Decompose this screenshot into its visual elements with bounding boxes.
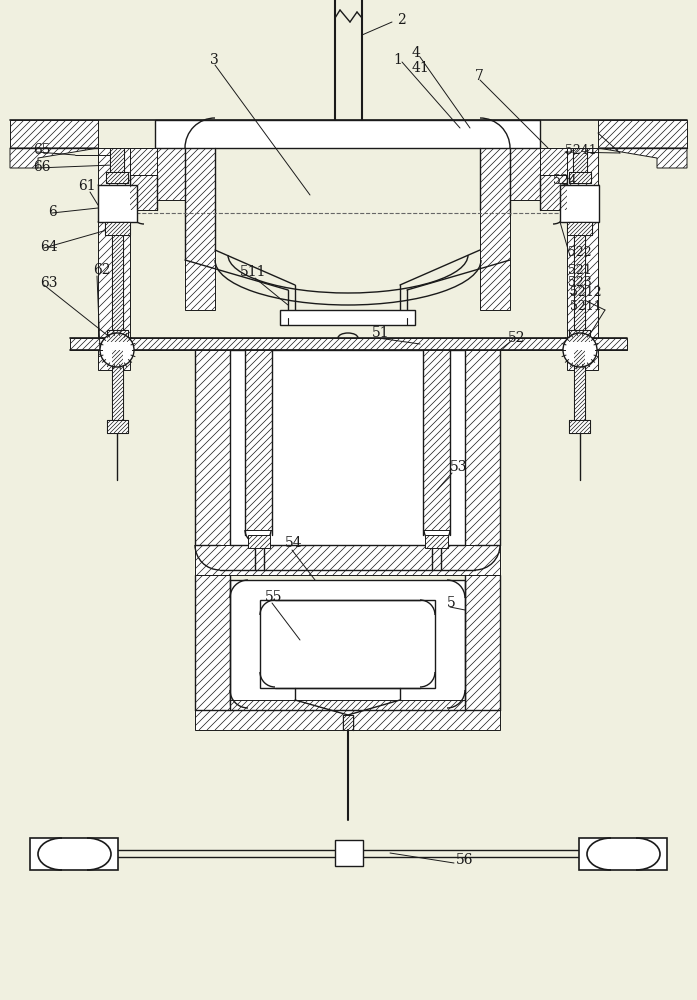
Polygon shape — [335, 840, 363, 866]
Text: 61: 61 — [78, 179, 95, 193]
Polygon shape — [540, 175, 567, 210]
Polygon shape — [112, 350, 123, 420]
Text: 521: 521 — [568, 263, 592, 276]
Polygon shape — [10, 148, 98, 168]
Polygon shape — [465, 350, 500, 545]
Polygon shape — [567, 222, 592, 235]
Polygon shape — [598, 120, 687, 148]
Polygon shape — [465, 575, 500, 710]
Polygon shape — [155, 120, 540, 148]
Polygon shape — [574, 350, 585, 420]
Polygon shape — [480, 148, 510, 310]
Polygon shape — [567, 148, 598, 370]
Text: 522: 522 — [568, 246, 592, 259]
Polygon shape — [230, 350, 465, 545]
Polygon shape — [569, 172, 591, 183]
Text: 511: 511 — [240, 265, 266, 279]
Polygon shape — [107, 420, 128, 433]
Text: 6: 6 — [48, 205, 56, 219]
Text: 5211: 5211 — [570, 300, 602, 314]
Polygon shape — [105, 222, 130, 235]
Text: 7: 7 — [475, 69, 484, 83]
Polygon shape — [98, 185, 137, 222]
Text: 41: 41 — [412, 61, 430, 75]
Text: 5212: 5212 — [570, 286, 602, 300]
Polygon shape — [573, 148, 587, 172]
Polygon shape — [107, 420, 128, 433]
Polygon shape — [560, 185, 599, 222]
Circle shape — [100, 333, 134, 367]
Polygon shape — [569, 420, 590, 433]
Text: 56: 56 — [456, 853, 473, 867]
Text: 55: 55 — [265, 590, 282, 604]
Polygon shape — [230, 580, 465, 705]
Text: 53: 53 — [450, 460, 468, 474]
Polygon shape — [195, 710, 500, 730]
Polygon shape — [579, 838, 667, 870]
Polygon shape — [112, 235, 123, 330]
Polygon shape — [155, 120, 185, 200]
Polygon shape — [195, 350, 230, 545]
Text: 5: 5 — [447, 596, 456, 610]
Polygon shape — [10, 120, 98, 148]
Text: 54: 54 — [285, 536, 302, 550]
Text: 1: 1 — [393, 53, 402, 67]
Polygon shape — [569, 330, 590, 342]
Polygon shape — [70, 338, 627, 350]
Polygon shape — [569, 420, 590, 433]
Text: 52: 52 — [508, 331, 526, 345]
Polygon shape — [106, 172, 128, 183]
Text: 5241: 5241 — [565, 143, 597, 156]
Polygon shape — [230, 700, 465, 710]
Polygon shape — [574, 235, 585, 330]
Polygon shape — [245, 350, 272, 530]
Text: 3: 3 — [210, 53, 219, 67]
Polygon shape — [343, 715, 353, 730]
Polygon shape — [130, 148, 157, 175]
Polygon shape — [30, 838, 118, 870]
Text: 2: 2 — [397, 13, 406, 27]
Polygon shape — [107, 330, 128, 342]
Polygon shape — [248, 535, 270, 548]
Polygon shape — [185, 148, 215, 310]
Polygon shape — [569, 330, 590, 342]
Polygon shape — [260, 600, 435, 688]
Circle shape — [563, 333, 597, 367]
Text: 523: 523 — [568, 276, 592, 290]
Polygon shape — [130, 175, 157, 210]
Polygon shape — [567, 222, 592, 235]
Polygon shape — [98, 148, 130, 370]
Polygon shape — [280, 310, 415, 325]
Text: 63: 63 — [40, 276, 57, 290]
Polygon shape — [105, 222, 130, 235]
Text: 62: 62 — [93, 263, 111, 277]
Polygon shape — [195, 545, 500, 575]
Polygon shape — [106, 172, 128, 183]
Polygon shape — [423, 350, 450, 530]
Text: 65: 65 — [33, 143, 50, 157]
Text: 524: 524 — [553, 174, 576, 186]
Polygon shape — [425, 535, 448, 548]
Text: 64: 64 — [40, 240, 58, 254]
Polygon shape — [107, 330, 128, 342]
Polygon shape — [110, 148, 124, 172]
Text: 66: 66 — [33, 160, 50, 174]
Polygon shape — [540, 148, 567, 175]
Polygon shape — [598, 148, 687, 168]
Polygon shape — [195, 575, 230, 710]
Text: 51: 51 — [372, 326, 390, 340]
Polygon shape — [569, 172, 591, 183]
Polygon shape — [510, 120, 540, 200]
Text: 4: 4 — [412, 46, 421, 60]
